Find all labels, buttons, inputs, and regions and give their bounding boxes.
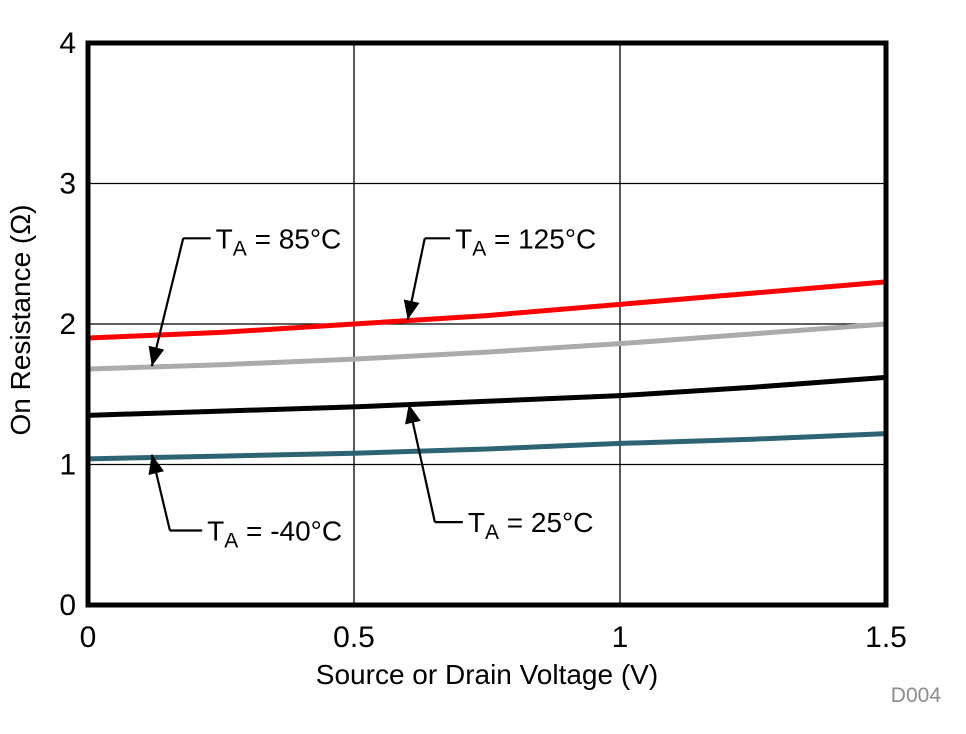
x-tick-label: 0 [80,621,97,654]
annotation-label: TA = 125°C [455,223,596,260]
annotation-leader-line [407,403,436,523]
x-tick-label: 1 [612,621,629,654]
gridlines [88,43,886,605]
tick-labels: 0 0.5 1 1.5 0 1 2 3 4 [59,27,907,654]
curve-ta-125-c [87,279,887,341]
y-tick-label: 2 [59,308,76,341]
series-curves [87,279,887,462]
annotation-arrowhead [148,345,165,367]
y-tick-label: 1 [59,449,76,482]
x-axis-title: Source or Drain Voltage (V) [316,659,658,690]
curve-ta-85-c [87,321,887,372]
annotation-label: TA = 85°C [216,223,342,260]
figure-id-watermark: D004 [891,684,942,707]
annotation-label: TA = 25°C [468,507,594,544]
annotation-leader-line [150,238,185,367]
annotation-arrowhead [148,454,165,476]
curve-annotations: TA = 85°C TA = 125°C TA = -40°C TA = 25°C [148,223,596,553]
x-tick-label: 0.5 [333,621,375,654]
curve-ta-25-c [87,374,887,418]
y-tick-label: 4 [59,27,76,60]
annotation-arrowhead [403,299,420,320]
y-tick-label: 0 [59,589,76,622]
curve-ta-40-c [87,431,887,462]
y-axis-title: On Resistance (Ω) [5,205,36,436]
plot-border [85,40,889,608]
x-tick-label: 1.5 [865,621,907,654]
annotation-arrowhead [405,404,421,425]
y-tick-label: 3 [59,168,76,201]
annotation-label: TA = -40°C [207,516,342,553]
